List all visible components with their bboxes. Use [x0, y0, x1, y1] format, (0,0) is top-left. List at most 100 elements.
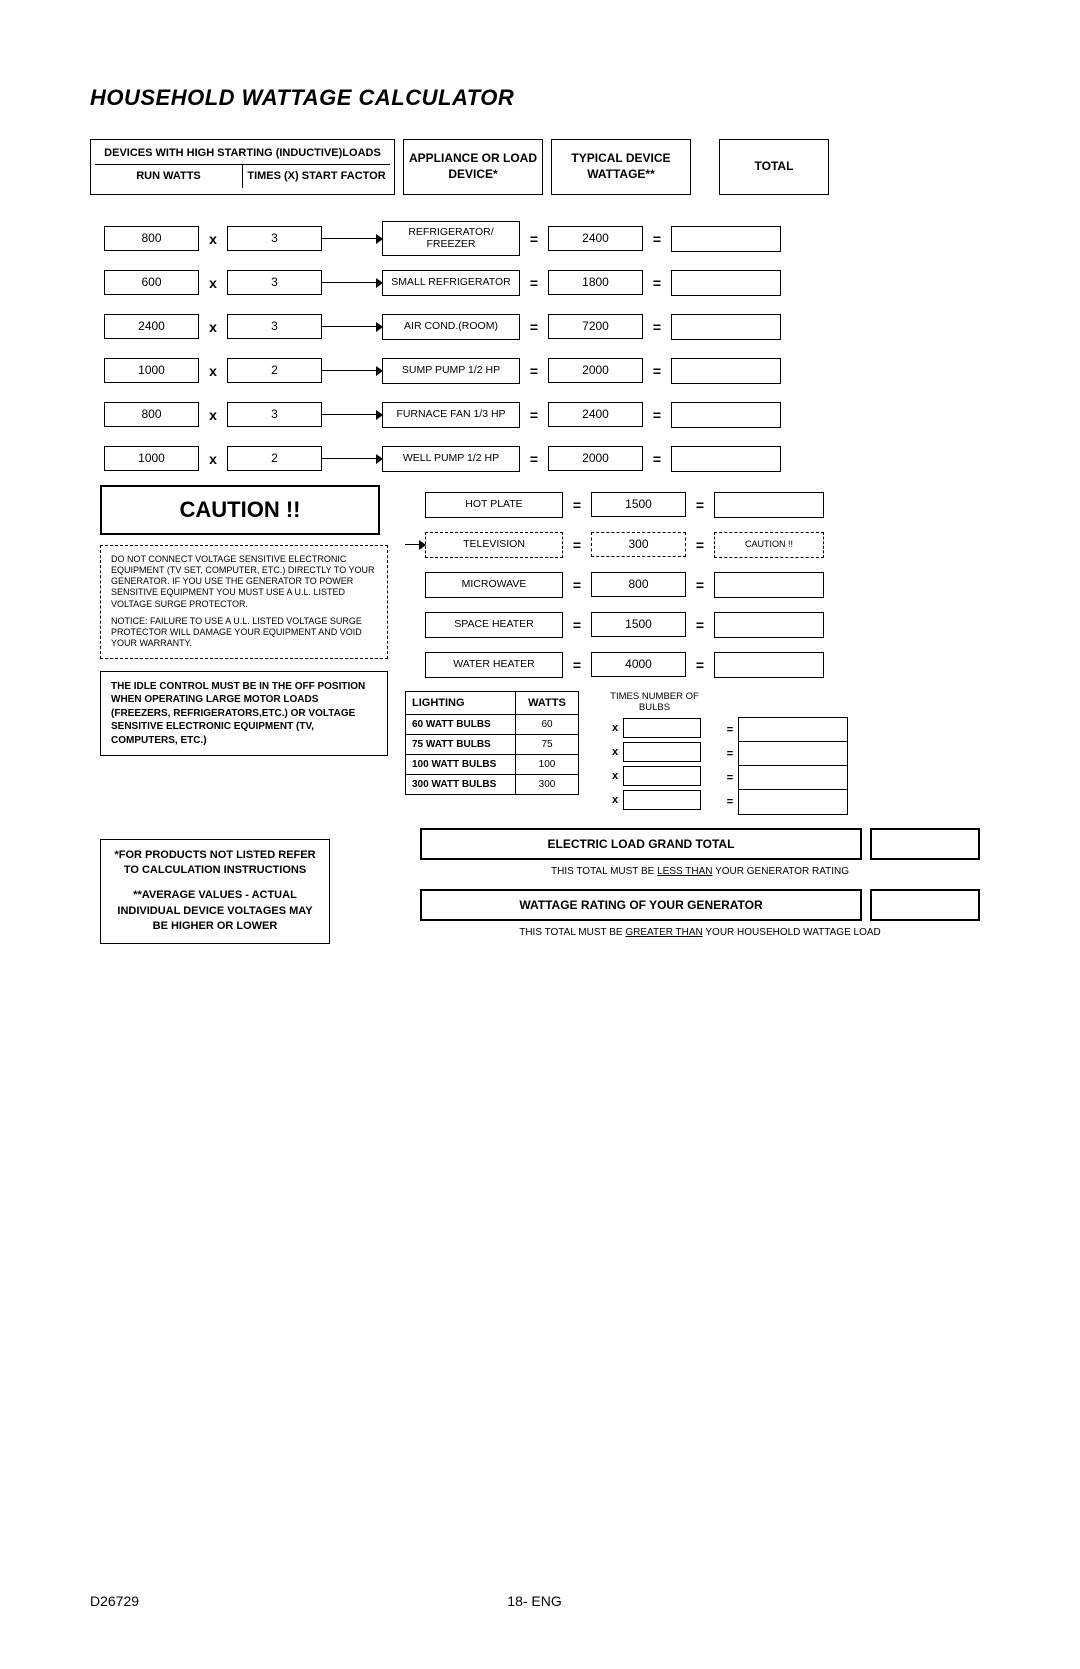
- calc-grid: 800x3REFRIGERATOR/ FREEZER=2400=600x3SMA…: [90, 217, 990, 944]
- header-total: TOTAL: [719, 139, 829, 195]
- lighting-header-watts: WATTS: [516, 692, 578, 714]
- appliance-label: MICROWAVE: [425, 572, 563, 598]
- row-total-input[interactable]: [714, 652, 824, 678]
- arrow-right-icon: [322, 414, 382, 416]
- lighting-row: 100 WATT BULBS100: [406, 755, 578, 775]
- row-total-input[interactable]: [671, 446, 781, 472]
- equals-op: =: [520, 275, 548, 291]
- equals-op: =: [686, 537, 714, 553]
- inductive-row: 1000x2WELL PUMP 1/2 HP=2000=: [90, 437, 990, 481]
- times-op: x: [607, 746, 623, 758]
- times-op: x: [199, 451, 227, 467]
- times-op: x: [199, 231, 227, 247]
- wattage-value: 1500: [591, 492, 686, 517]
- start-factor-value: 2: [227, 446, 322, 471]
- run-watts-value: 1000: [104, 358, 199, 383]
- bulb-label: 100 WATT BULBS: [406, 755, 516, 774]
- lighting-table: LIGHTING WATTS 60 WATT BULBS6075 WATT BU…: [405, 691, 579, 795]
- appliance-label: SMALL REFRIGERATOR: [382, 270, 520, 296]
- row-total-input[interactable]: [714, 492, 824, 518]
- grand-load-label: ELECTRIC LOAD GRAND TOTAL: [420, 828, 862, 860]
- arrow-right-icon: [322, 282, 382, 284]
- row-caution-label: CAUTION !!: [714, 532, 824, 558]
- simple-row: MICROWAVE=800=: [405, 565, 990, 605]
- footer-center: 18- ENG: [507, 1593, 561, 1609]
- bulb-total-input[interactable]: [738, 765, 848, 791]
- equals-op: =: [520, 363, 548, 379]
- bulb-watts: 100: [516, 755, 578, 774]
- simple-row: HOT PLATE=1500=: [405, 485, 990, 525]
- bulb-watts: 300: [516, 775, 578, 794]
- bulb-count-input[interactable]: [623, 790, 701, 810]
- grand-load-row: ELECTRIC LOAD GRAND TOTAL: [420, 828, 980, 860]
- equals-op: =: [643, 231, 671, 247]
- row-total-input[interactable]: [671, 358, 781, 384]
- appliance-label: FURNACE FAN 1/3 HP: [382, 402, 520, 428]
- wattage-value: 2000: [548, 358, 643, 383]
- equals-op: =: [643, 451, 671, 467]
- arrow-right-icon: [322, 238, 382, 240]
- bulb-label: 300 WATT BULBS: [406, 775, 516, 794]
- bulb-count-input[interactable]: [623, 718, 701, 738]
- wattage-value: 800: [591, 572, 686, 597]
- row-total-input[interactable]: [714, 612, 824, 638]
- grand-load-value[interactable]: [870, 828, 980, 860]
- run-watts-value: 600: [104, 270, 199, 295]
- times-op: x: [607, 722, 623, 734]
- equals-op: =: [520, 407, 548, 423]
- page-title: HOUSEHOLD WATTAGE CALCULATOR: [90, 85, 990, 111]
- bulb-total-input[interactable]: [738, 717, 848, 743]
- row-total-input[interactable]: [671, 314, 781, 340]
- equals-op: =: [686, 577, 714, 593]
- equals-op: =: [643, 363, 671, 379]
- caution-heading: CAUTION !!: [100, 485, 380, 535]
- header-start-factor: TIMES (X) START FACTOR: [243, 165, 390, 187]
- bulb-total-input[interactable]: [738, 789, 848, 815]
- page: HOUSEHOLD WATTAGE CALCULATOR DEVICES WIT…: [0, 0, 1080, 1669]
- appliance-label: HOT PLATE: [425, 492, 563, 518]
- bulb-count-input[interactable]: [623, 766, 701, 786]
- equals-op: =: [563, 537, 591, 553]
- equals-op: =: [520, 231, 548, 247]
- start-factor-value: 3: [227, 270, 322, 295]
- equals-op: =: [643, 407, 671, 423]
- times-op: x: [607, 770, 623, 782]
- bulb-label: 75 WATT BULBS: [406, 735, 516, 754]
- times-op: x: [199, 363, 227, 379]
- bulb-count-input[interactable]: [623, 742, 701, 762]
- start-factor-value: 2: [227, 358, 322, 383]
- equals-op: =: [520, 451, 548, 467]
- appliance-label: REFRIGERATOR/ FREEZER: [382, 221, 520, 256]
- run-watts-value: 800: [104, 226, 199, 251]
- lighting-header-label: LIGHTING: [406, 692, 516, 714]
- bulb-total-input[interactable]: [738, 741, 848, 767]
- appliance-label: SUMP PUMP 1/2 HP: [382, 358, 520, 384]
- header-inductive-label: DEVICES WITH HIGH STARTING (INDUCTIVE)LO…: [95, 146, 390, 160]
- grand-gen-value[interactable]: [870, 889, 980, 921]
- idle-note-box: THE IDLE CONTROL MUST BE IN THE OFF POSI…: [100, 671, 388, 757]
- row-total-input[interactable]: [671, 270, 781, 296]
- wattage-value: 2000: [548, 446, 643, 471]
- equals-op: =: [563, 577, 591, 593]
- equals-op: =: [722, 772, 738, 784]
- grand-load-note: THIS TOTAL MUST BE LESS THAN YOUR GENERA…: [420, 866, 980, 877]
- header-appliance: APPLIANCE OR LOAD DEVICE*: [403, 139, 543, 195]
- simple-row: WATER HEATER=4000=: [405, 645, 990, 685]
- run-watts-value: 1000: [104, 446, 199, 471]
- caution-text-box: DO NOT CONNECT VOLTAGE SENSITIVE ELECTRO…: [100, 545, 388, 659]
- start-factor-value: 3: [227, 226, 322, 251]
- row-total-input[interactable]: [671, 402, 781, 428]
- equals-op: =: [686, 497, 714, 513]
- footnote-1: *FOR PRODUCTS NOT LISTED REFER TO CALCUL…: [111, 848, 319, 879]
- simple-row: SPACE HEATER=1500=: [405, 605, 990, 645]
- row-total-input[interactable]: [671, 226, 781, 252]
- equals-op: =: [722, 748, 738, 760]
- appliance-label: TELEVISION: [425, 532, 563, 558]
- lighting-row: 60 WATT BULBS60: [406, 715, 578, 735]
- header-row: DEVICES WITH HIGH STARTING (INDUCTIVE)LO…: [90, 139, 990, 195]
- footnote-2: **AVERAGE VALUES - ACTUAL INDIVIDUAL DEV…: [111, 888, 319, 934]
- wattage-value: 2400: [548, 402, 643, 427]
- row-total-input[interactable]: [714, 572, 824, 598]
- times-op: x: [199, 407, 227, 423]
- lighting-row: 300 WATT BULBS300: [406, 775, 578, 794]
